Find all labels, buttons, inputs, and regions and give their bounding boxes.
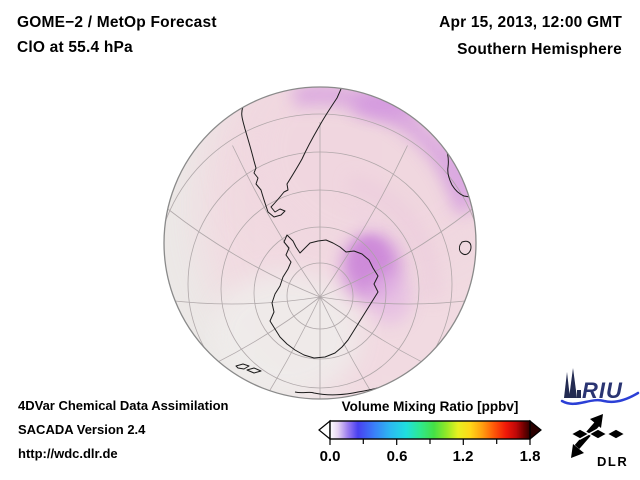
riu-cathedral-icon-nave — [577, 390, 581, 398]
riu-logo: RIU — [560, 368, 640, 406]
version-label: SACADA Version 2.4 — [18, 422, 146, 437]
pressure-level-label: ClO at 55.4 hPa — [17, 39, 133, 56]
colorbar-tick-3: 1.8 — [520, 448, 541, 465]
dlr-arrow-head-bottom — [571, 444, 584, 458]
riu-logo-text: RIU — [582, 378, 623, 403]
coast-antarctica — [269, 234, 379, 359]
url-label: http://wdc.dlr.de — [18, 446, 118, 461]
dlr-logo-text: DLR — [597, 454, 628, 469]
colorbar-tick-2: 1.2 — [453, 448, 474, 465]
coast-south-america — [241, 88, 342, 218]
datetime-label: Apr 15, 2013, 12:00 GMT — [439, 14, 622, 31]
dlr-logo: DLR — [569, 414, 628, 469]
riu-cathedral-icon-spire — [569, 368, 577, 398]
coast-madagascar — [458, 240, 472, 255]
globe-rim — [163, 86, 477, 400]
colorbar-ticks — [329, 439, 531, 445]
colorbar-tick-0: 0.0 — [320, 448, 341, 465]
riu-cathedral-icon — [564, 372, 570, 398]
colorbar-title: Volume Mixing Ratio [ppbv] — [341, 399, 519, 414]
dlr-diamond-right — [605, 428, 627, 440]
product-title: GOME−2 / MetOp Forecast — [17, 14, 217, 31]
coast-new-zealand — [235, 363, 262, 374]
riu-wave-icon — [560, 391, 640, 406]
colorbar-tick-1: 0.6 — [387, 448, 408, 465]
dlr-arrow-head-top — [590, 414, 603, 428]
assimilation-label: 4DVar Chemical Data Assimilation — [18, 398, 229, 413]
hemisphere-label: Southern Hemisphere — [457, 41, 622, 58]
